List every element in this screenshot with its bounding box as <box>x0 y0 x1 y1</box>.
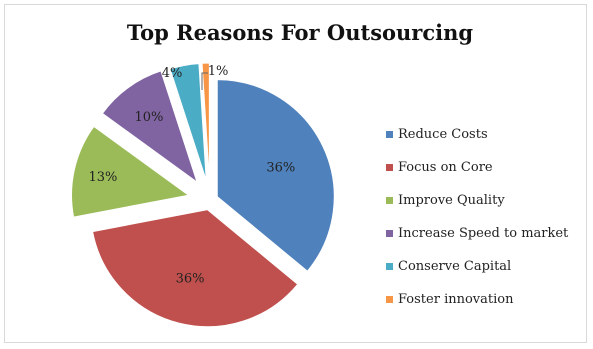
legend-label: Conserve Capital <box>398 259 512 274</box>
chart-title: Top Reasons For Outsourcing <box>126 20 474 45</box>
leader-line <box>201 72 208 90</box>
pie-slice-conserve-capital <box>169 63 207 181</box>
legend-item: Reduce Costs <box>386 118 568 151</box>
legend-label: Increase Speed to market <box>398 226 569 241</box>
legend-swatch <box>386 230 393 237</box>
legend-label: Foster innovation <box>398 292 514 307</box>
legend-swatch <box>386 197 393 204</box>
chart-legend: Reduce Costs Focus on Core Improve Quality… <box>386 118 568 316</box>
legend-item: Improve Quality <box>386 184 568 217</box>
legend-swatch <box>386 263 393 270</box>
legend-item: Focus on Core <box>386 151 568 184</box>
pie-slice-label: 4% <box>162 66 183 81</box>
pie-slice-reduce-costs <box>216 79 335 272</box>
pie-slice-focus-on-core <box>92 209 299 328</box>
pie-slice-increase-speed-to-market <box>101 70 199 184</box>
pie-slice-label: 10% <box>134 110 163 125</box>
legend-label: Improve Quality <box>398 193 505 208</box>
legend-swatch <box>386 131 393 138</box>
legend-label: Reduce Costs <box>398 127 488 142</box>
legend-item: Increase Speed to market <box>386 217 568 250</box>
legend-item: Conserve Capital <box>386 250 568 283</box>
pie-slice-label: 1% <box>208 64 229 79</box>
pie-slice-improve-quality <box>71 125 190 218</box>
legend-swatch <box>386 164 393 171</box>
legend-swatch <box>386 296 393 303</box>
pie-slice-label: 36% <box>176 272 205 287</box>
pie-slice-label: 13% <box>88 170 117 185</box>
pie-slice-foster-innovation <box>201 62 210 181</box>
legend-item: Foster innovation <box>386 283 568 316</box>
pie-slice-label: 36% <box>266 161 295 176</box>
legend-label: Focus on Core <box>398 160 493 175</box>
